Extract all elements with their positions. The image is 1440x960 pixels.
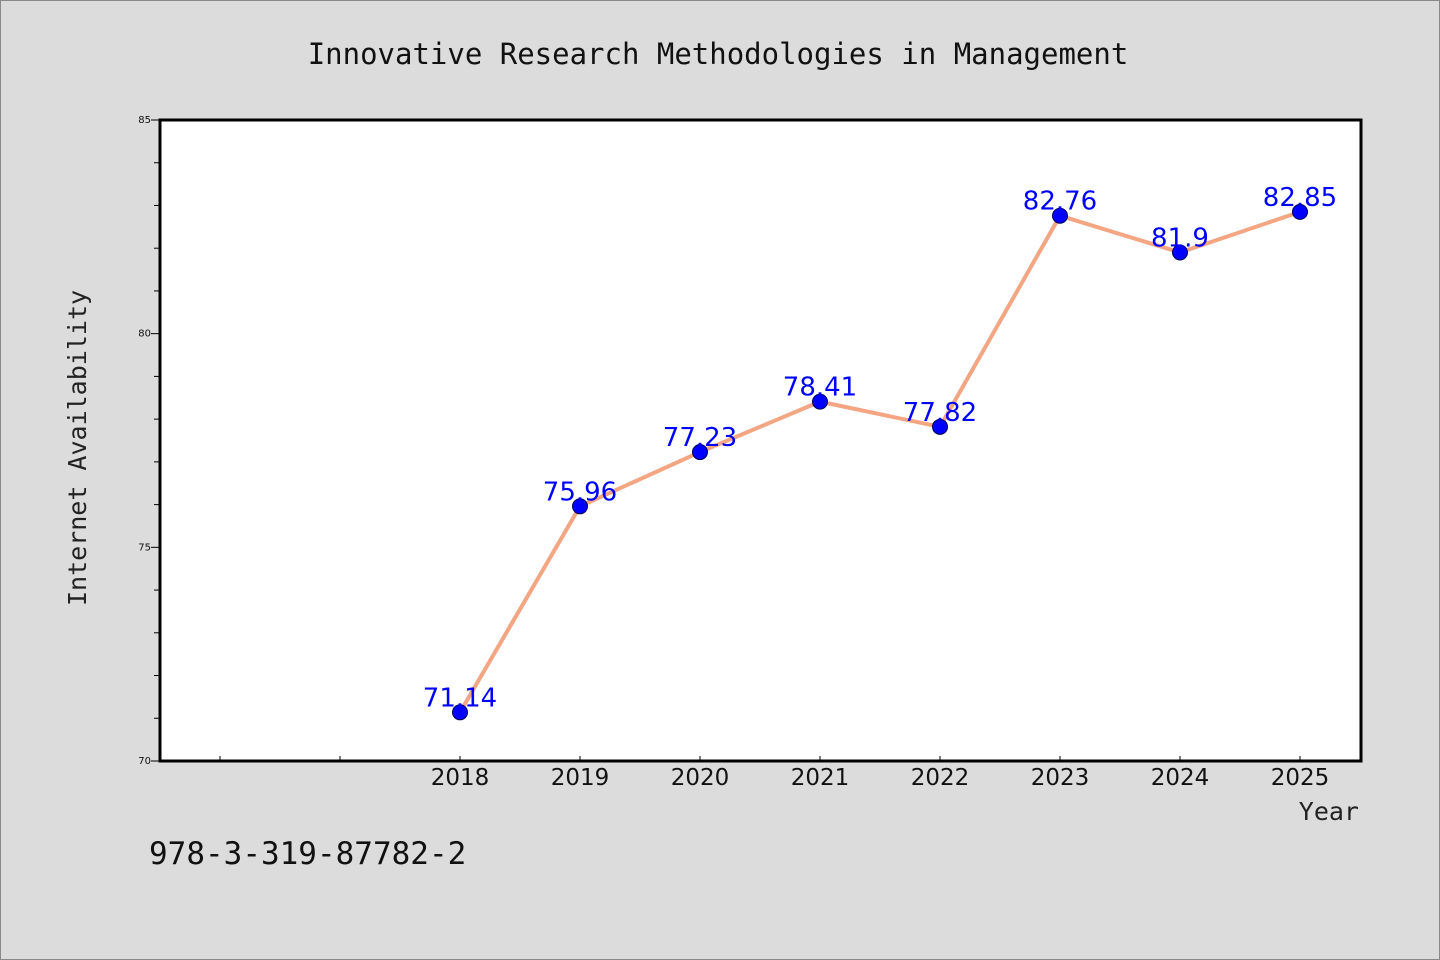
x-tick-label: 2020 — [671, 765, 730, 791]
isbn-caption: 978-3-319-87782-2 — [149, 836, 466, 872]
data-label: 75.96 — [543, 477, 617, 507]
data-point — [932, 418, 948, 435]
y-tick-label: 70 — [138, 756, 151, 767]
data-point — [1052, 207, 1068, 224]
series-layer: 71.14 75.96 77.23 78.41 77.82 82.76 81.9 82.85 — [423, 183, 1337, 721]
data-point — [812, 393, 828, 410]
chart-title: Innovative Research Methodologies in Man… — [308, 37, 1129, 71]
x-tick-label: 2023 — [1031, 765, 1090, 791]
y-axis-label: Internet Availability — [63, 290, 92, 606]
data-label: 81.9 — [1151, 223, 1209, 253]
x-axis-ticks: 2018 2019 2020 2021 2022 2023 2024 2025 — [219, 756, 1330, 791]
data-point — [1292, 203, 1308, 220]
x-tick-label: 2022 — [911, 765, 970, 791]
data-label: 77.82 — [903, 398, 977, 428]
data-point — [572, 498, 588, 515]
plot-area — [158, 118, 1363, 763]
y-tick-label: 75 — [138, 542, 151, 553]
x-tick-label: 2025 — [1271, 765, 1330, 791]
data-label: 77.23 — [663, 423, 737, 453]
y-tick-label: 85 — [138, 115, 151, 126]
x-tick-label: 2019 — [551, 765, 610, 791]
data-label: 82.85 — [1263, 183, 1337, 213]
data-point — [1172, 244, 1188, 261]
x-tick-label: 2018 — [431, 765, 490, 791]
data-label: 78.41 — [783, 373, 857, 403]
data-label: 82.76 — [1023, 187, 1097, 217]
x-axis-label: Year — [1299, 797, 1359, 826]
data-point — [452, 704, 468, 721]
x-tick-label: 2021 — [791, 765, 850, 791]
y-axis-ticks: 70 75 80 85 — [138, 115, 160, 767]
data-point — [692, 444, 708, 461]
x-tick-label: 2024 — [1151, 765, 1210, 791]
data-label: 71.14 — [423, 683, 497, 713]
series-line — [458, 209, 1302, 715]
y-tick-label: 80 — [138, 329, 151, 340]
